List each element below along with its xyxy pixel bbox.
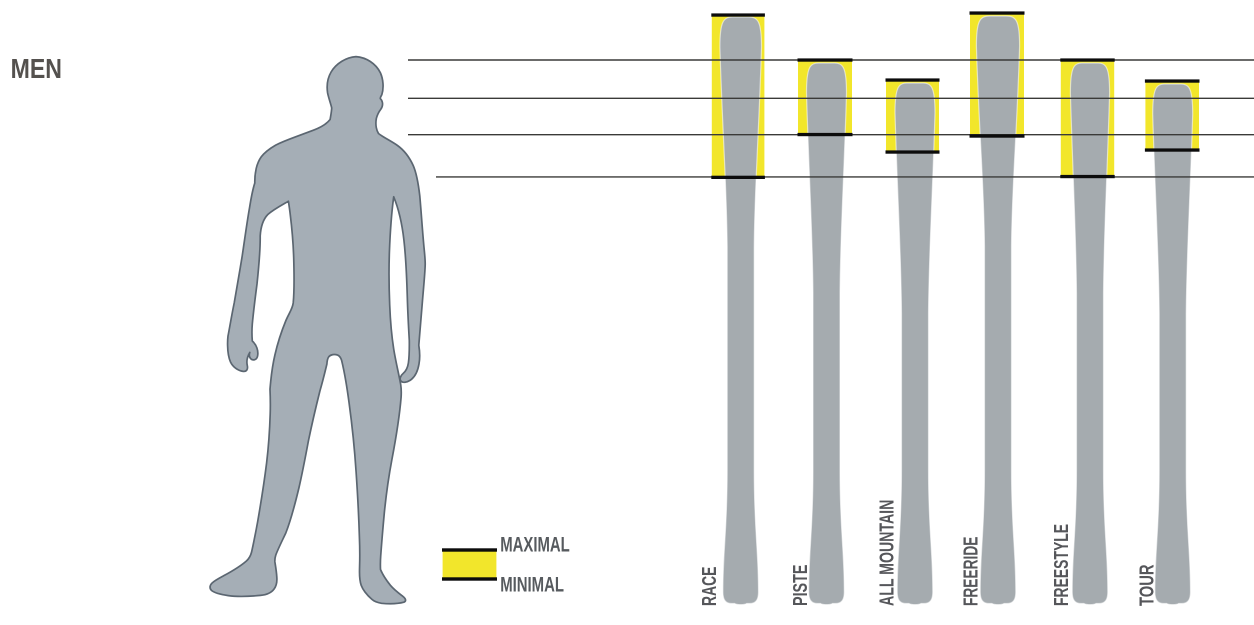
svg-text:TOUR: TOUR (1135, 564, 1158, 606)
svg-text:MINIMAL: MINIMAL (500, 573, 564, 596)
svg-text:MAXIMAL: MAXIMAL (500, 533, 570, 556)
svg-text:PISTE: PISTE (788, 564, 811, 606)
svg-text:FREERIDE: FREERIDE (959, 537, 982, 606)
svg-text:FREESTYLE: FREESTYLE (1049, 524, 1072, 606)
svg-text:MEN: MEN (11, 54, 62, 84)
svg-text:RACE: RACE (697, 567, 720, 606)
svg-text:ALL MOUNTAIN: ALL MOUNTAIN (875, 500, 898, 606)
